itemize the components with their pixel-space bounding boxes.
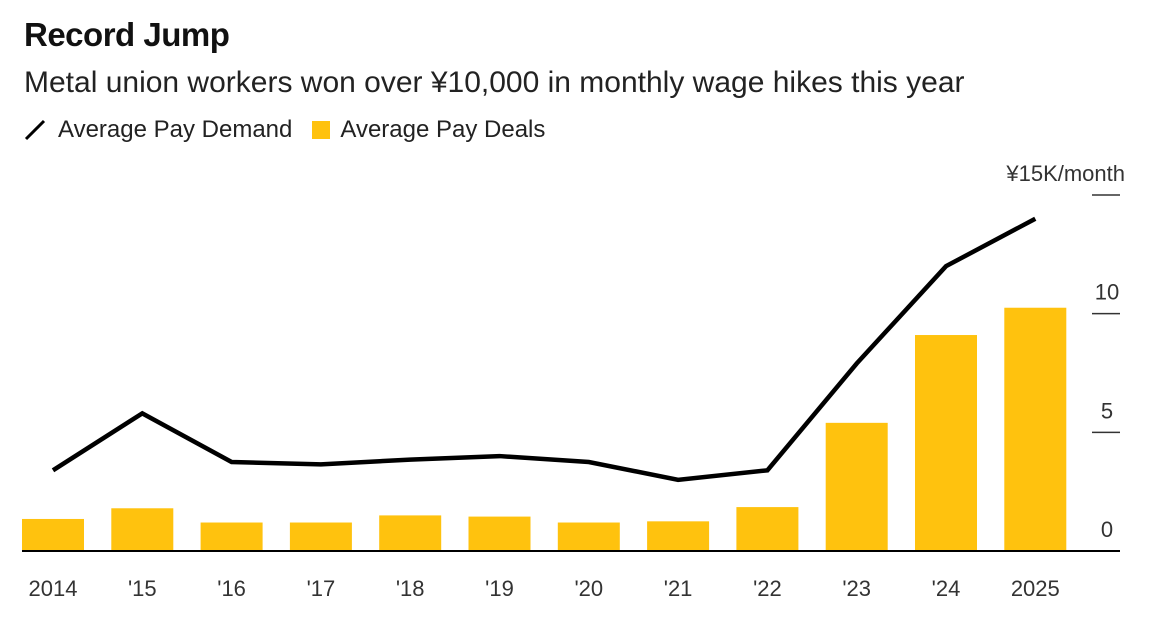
x-tick-label-7: '21: [664, 576, 693, 601]
legend-item-deals: Average Pay Deals: [312, 116, 545, 144]
bar-1: [111, 508, 174, 551]
y-tick-label-1: 5: [1101, 398, 1113, 423]
bar-7: [647, 521, 710, 551]
legend-label-demand: Average Pay Demand: [58, 116, 293, 143]
bar-4: [379, 515, 442, 551]
legend-swatch-icon: [312, 121, 331, 139]
x-tick-label-1: '15: [128, 576, 157, 601]
bar-9: [825, 422, 888, 551]
chart-title: Record Jump: [24, 16, 230, 53]
x-tick-label-2: '16: [217, 576, 246, 601]
bar-8: [736, 507, 799, 551]
x-tick-label-6: '20: [574, 576, 603, 601]
x-tick-label-0: 2014: [29, 576, 78, 601]
bar-10: [915, 335, 977, 551]
x-tick-label-10: '24: [932, 576, 961, 601]
y-tick-label-2: 10: [1095, 280, 1119, 305]
legend: Average Pay Demand Average Pay Deals: [24, 116, 565, 144]
bar-3: [289, 522, 352, 551]
x-tick-label-11: 2025: [1011, 576, 1060, 601]
x-tick-label-4: '18: [396, 576, 425, 601]
y-tick-label-3: ¥15K/month: [1005, 161, 1125, 186]
x-tick-label-3: '17: [307, 576, 336, 601]
bar-2: [200, 522, 263, 551]
bar-6: [557, 522, 620, 551]
chart-subtitle: Metal union workers won over ¥10,000 in …: [24, 66, 965, 99]
bar-0: [22, 518, 84, 551]
legend-line-icon: [24, 119, 46, 141]
x-tick-label-8: '22: [753, 576, 782, 601]
x-tick-label-9: '23: [842, 576, 871, 601]
bar-5: [468, 516, 531, 551]
legend-item-demand: Average Pay Demand: [24, 116, 292, 144]
x-tick-label-5: '19: [485, 576, 514, 601]
demand-line: [51, 216, 1037, 483]
y-tick-label-0: 0: [1101, 517, 1113, 542]
legend-label-deals: Average Pay Deals: [340, 116, 546, 143]
bar-11: [1004, 307, 1067, 551]
